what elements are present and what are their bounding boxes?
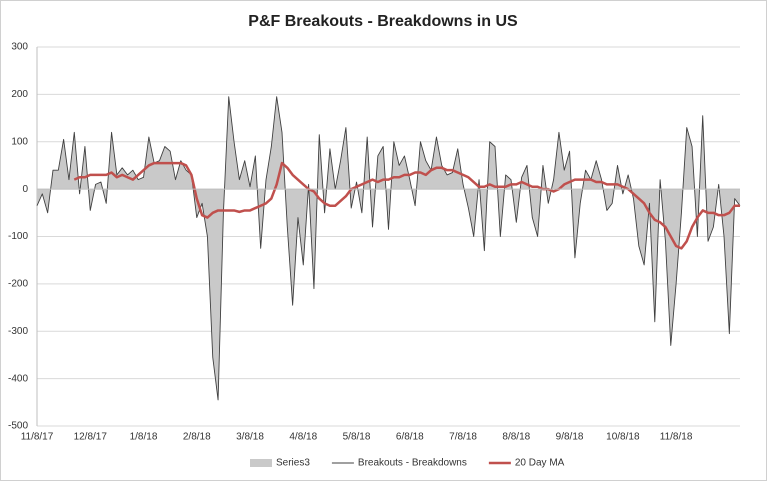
y-tick-label: -300 xyxy=(8,326,28,337)
y-tick-label: -100 xyxy=(8,231,28,242)
line xyxy=(73,161,740,250)
x-tick-label: 12/8/17 xyxy=(74,432,108,443)
y-tick-label: -200 xyxy=(8,279,28,290)
x-tick-label: 10/8/18 xyxy=(606,432,640,443)
x-tick-label: 3/8/18 xyxy=(236,432,264,443)
area xyxy=(37,96,740,400)
y-tick-label: -500 xyxy=(8,421,28,432)
x-tick-label: 6/8/18 xyxy=(396,432,424,443)
x-tick-label: 9/8/18 xyxy=(556,432,584,443)
legend-swatch xyxy=(250,459,272,467)
y-tick-label: 0 xyxy=(22,184,28,195)
legend-label: Breakouts - Breakdowns xyxy=(358,458,467,469)
x-tick-label: 5/8/18 xyxy=(343,432,371,443)
y-tick-label: 200 xyxy=(11,89,28,100)
y-tick-label: 100 xyxy=(11,136,28,147)
x-tick-label: 11/8/18 xyxy=(660,432,693,443)
y-tick-label: 300 xyxy=(11,42,28,53)
x-tick-label: 8/8/18 xyxy=(502,432,530,443)
x-tick-label: 4/8/18 xyxy=(289,432,317,443)
x-tick-label: 7/8/18 xyxy=(449,432,477,443)
legend-label: Series3 xyxy=(276,458,310,469)
x-tick-label: 11/8/17 xyxy=(21,432,54,443)
legend-label: 20 Day MA xyxy=(515,458,565,469)
chart-title: P&F Breakouts - Breakdowns in US xyxy=(248,13,518,30)
y-tick-label: -400 xyxy=(8,373,28,384)
x-tick-label: 2/8/18 xyxy=(183,432,211,443)
x-tick-label: 1/8/18 xyxy=(130,432,158,443)
